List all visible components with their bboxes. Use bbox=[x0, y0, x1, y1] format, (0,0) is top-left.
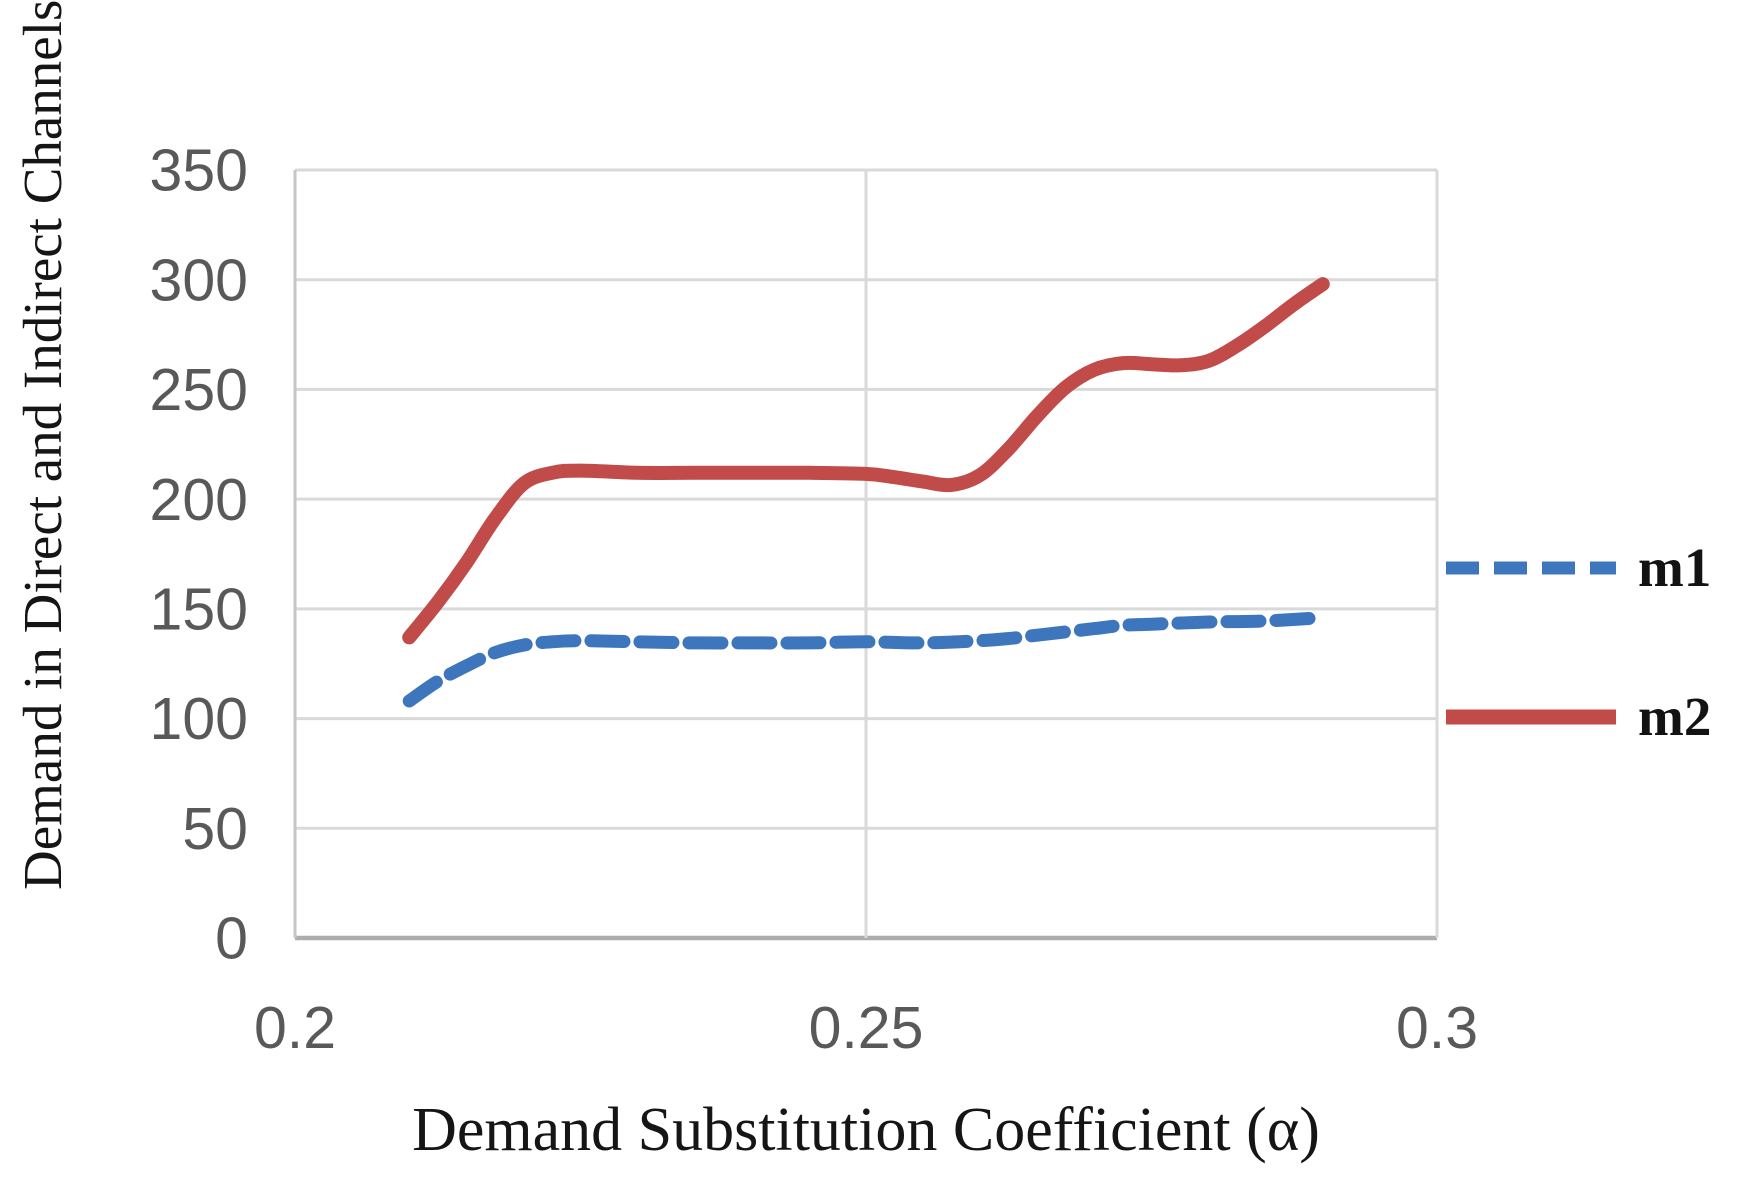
y-tick-label: 300 bbox=[150, 247, 248, 313]
y-tick-label: 350 bbox=[150, 138, 248, 204]
gridlines bbox=[293, 168, 1439, 941]
y-axis-tick-labels: 0 50 100 150 200 250 300 350 bbox=[150, 138, 248, 972]
x-tick-label: 0.25 bbox=[809, 995, 924, 1061]
y-tick-label: 150 bbox=[150, 577, 248, 643]
x-axis-title: Demand Substitution Coefficient (α) bbox=[412, 1096, 1320, 1164]
series-line-m2 bbox=[402, 277, 1330, 645]
x-axis-tick-labels: 0.2 0.25 0.3 bbox=[254, 995, 1478, 1061]
y-tick-label: 250 bbox=[150, 357, 248, 423]
y-tick-label: 0 bbox=[215, 906, 248, 972]
x-tick-label: 0.3 bbox=[1396, 995, 1478, 1061]
series-lines bbox=[402, 277, 1330, 708]
legend-swatches bbox=[1446, 561, 1616, 725]
legend-label-m2: m2 bbox=[1638, 686, 1712, 747]
y-tick-label: 100 bbox=[150, 686, 248, 752]
y-tick-label: 200 bbox=[150, 467, 248, 533]
y-tick-label: 50 bbox=[182, 796, 248, 862]
y-axis-title: Demand in Direct and Indirect Channels bbox=[12, 0, 73, 890]
x-tick-label: 0.2 bbox=[254, 995, 336, 1061]
legend-label-m1: m1 bbox=[1638, 537, 1712, 598]
series-line-m1 bbox=[402, 611, 1330, 708]
